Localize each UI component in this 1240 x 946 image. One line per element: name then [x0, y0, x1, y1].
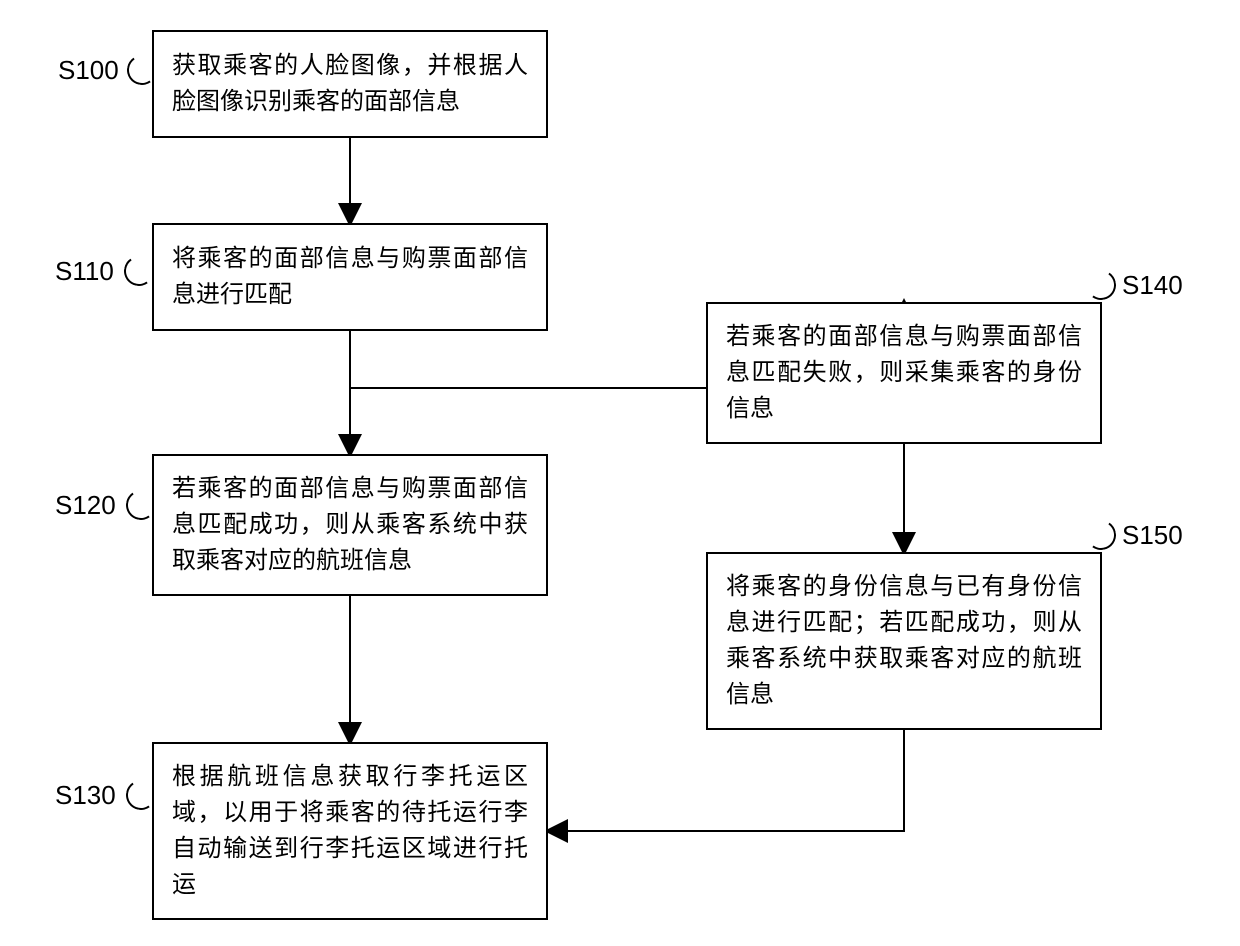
node-text: 将乘客的身份信息与已有身份信息进行匹配；若匹配成功，则从乘客系统中获取乘客对应的…: [726, 569, 1082, 713]
node-text: 获取乘客的人脸图像，并根据人脸图像识别乘客的面部信息: [172, 48, 528, 120]
flowchart-node-S120: 若乘客的面部信息与购票面部信息匹配成功，则从乘客系统中获取乘客对应的航班信息: [152, 454, 548, 596]
label-connector: [1084, 518, 1119, 553]
step-label-S150: S150: [1122, 520, 1183, 551]
flowchart-node-S100: 获取乘客的人脸图像，并根据人脸图像识别乘客的面部信息: [152, 30, 548, 138]
step-label-S110: S110: [55, 256, 114, 287]
flowchart-node-S110: 将乘客的面部信息与购票面部信息进行匹配: [152, 223, 548, 331]
flowchart-node-S140: 若乘客的面部信息与购票面部信息匹配失败，则采集乘客的身份信息: [706, 302, 1102, 444]
flowchart-container: 获取乘客的人脸图像，并根据人脸图像识别乘客的面部信息 S100 将乘客的面部信息与购…: [0, 0, 1240, 946]
step-label-S100: S100: [58, 55, 119, 86]
step-label-S130: S130: [55, 780, 116, 811]
label-connector: [1084, 268, 1119, 303]
node-text: 若乘客的面部信息与购票面部信息匹配成功，则从乘客系统中获取乘客对应的航班信息: [172, 471, 528, 579]
step-label-S140: S140: [1122, 270, 1183, 301]
node-text: 将乘客的面部信息与购票面部信息进行匹配: [172, 241, 528, 313]
flowchart-node-S150: 将乘客的身份信息与已有身份信息进行匹配；若匹配成功，则从乘客系统中获取乘客对应的…: [706, 552, 1102, 730]
node-text: 根据航班信息获取行李托运区域，以用于将乘客的待托运行李自动输送到行李托运区域进行…: [172, 759, 528, 903]
flowchart-node-S130: 根据航班信息获取行李托运区域，以用于将乘客的待托运行李自动输送到行李托运区域进行…: [152, 742, 548, 920]
step-label-S120: S120: [55, 490, 116, 521]
node-text: 若乘客的面部信息与购票面部信息匹配失败，则采集乘客的身份信息: [726, 319, 1082, 427]
